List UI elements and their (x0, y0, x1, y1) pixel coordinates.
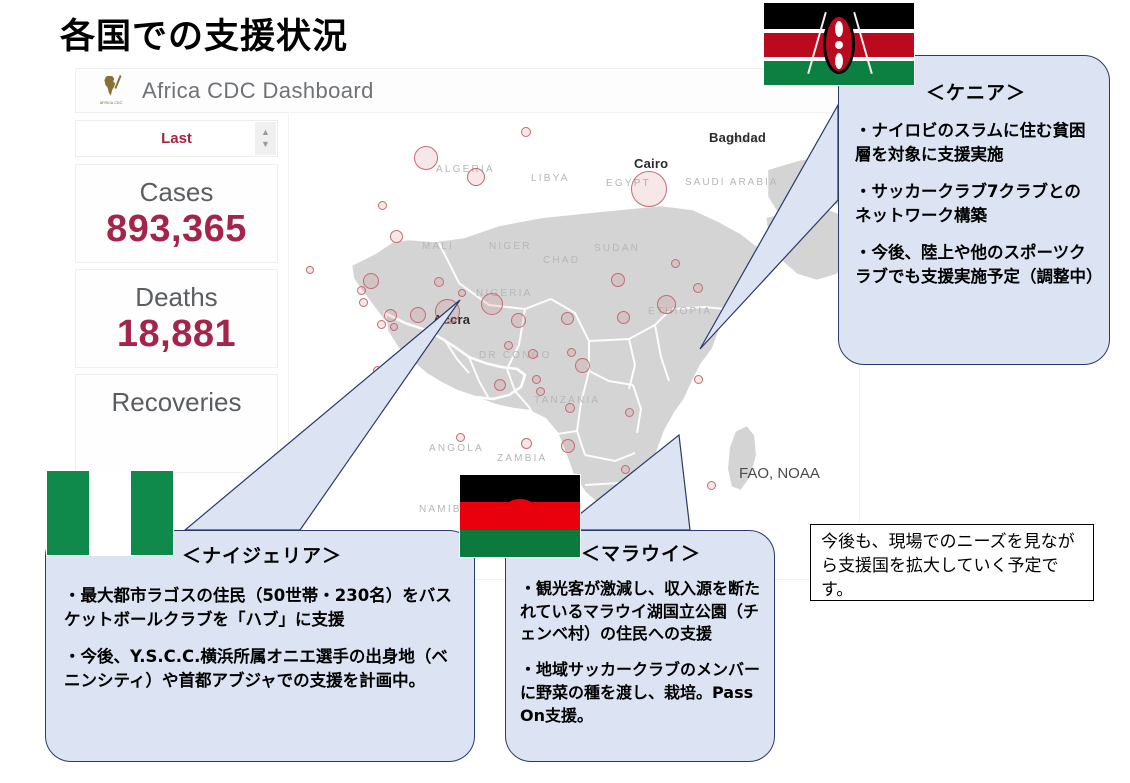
callout-paragraph: ・ナイロビのスラムに住む貧困層を対象に支援実施 (855, 121, 1086, 164)
stat-label: Cases (139, 177, 214, 207)
map-bubble[interactable] (494, 379, 506, 391)
map-bubble[interactable] (377, 320, 386, 329)
map-bubble[interactable] (467, 168, 485, 186)
map-bubble[interactable] (567, 348, 576, 357)
map-bubble[interactable] (657, 295, 676, 314)
map-bubble[interactable] (458, 289, 466, 297)
map-bubble[interactable] (532, 375, 541, 384)
map-bubble[interactable] (521, 438, 532, 449)
callout-paragraph: ・最大都市ラゴスの住民（50世帯・230名）をバスケットボールクラブを「ハブ」に… (64, 586, 452, 629)
callout-paragraph: ・今後、陸上や他のスポーツクラブでも支援実施予定（調整中） (855, 242, 1103, 286)
map-bubble[interactable] (363, 273, 379, 289)
map-attribution: FAO, NOAA (739, 465, 820, 482)
callout-kenya: ＜ケニア＞ ・ナイロビのスラムに住む貧困層を対象に支援実施 ・サッカークラブ7ク… (838, 55, 1110, 365)
callout-paragraph: ・今後、Y.S.C.C.横浜所属オニエ選手の出身地（ベニンシティ）や首都アブジャ… (64, 646, 448, 690)
chevron-down-icon[interactable]: ▼ (261, 139, 270, 149)
map-bubble[interactable] (575, 358, 590, 373)
map-bubble[interactable] (373, 366, 382, 375)
africa-cdc-dashboard: AFRICA CDC Africa CDC Dashboard Last ▲ ▼… (75, 68, 860, 580)
map-bubble[interactable] (306, 266, 314, 274)
dashboard-header: AFRICA CDC Africa CDC Dashboard (75, 68, 860, 113)
stat-card-recoveries: Recoveries (75, 374, 278, 473)
chevron-up-icon[interactable]: ▲ (261, 127, 270, 137)
map-bubble[interactable] (435, 299, 460, 324)
map-bubble[interactable] (638, 478, 655, 495)
map-bubble[interactable] (631, 171, 667, 207)
map-bubble[interactable] (481, 293, 503, 315)
period-select-spinner[interactable]: ▲ ▼ (255, 122, 276, 155)
map-bubble[interactable] (625, 408, 634, 417)
callout-paragraph: ・地域サッカークラブのメンバーに野菜の種を渡し、栽培。Pass On支援。 (520, 660, 761, 725)
map-bubble[interactable] (536, 387, 545, 396)
callout-title-malawi: ＜マラウイ＞ (580, 543, 701, 565)
stat-value: 18,881 (116, 313, 237, 355)
callout-paragraph: ・サッカークラブ7クラブとのネットワーク構築 (855, 181, 1081, 225)
map-bubble[interactable] (521, 127, 531, 137)
map-bubble[interactable] (359, 298, 368, 307)
map-bubble[interactable] (694, 375, 703, 384)
callout-malawi: ＜マラウイ＞ ・観光客が激減し、収入源を断たれているマラウイ湖国立公園（チェンベ… (505, 530, 775, 762)
callout-body-nigeria: ・最大都市ラゴスの住民（50世帯・230名）をバスケットボールクラブを「ハブ」に… (64, 584, 460, 693)
map-bubble[interactable] (671, 259, 680, 268)
dashboard-title: Africa CDC Dashboard (142, 77, 374, 103)
malawi-flag-icon (459, 474, 581, 558)
stat-label: Recoveries (111, 387, 242, 417)
map-bubble[interactable] (410, 307, 426, 323)
map-bubble[interactable] (384, 309, 397, 322)
stat-card-cases: Cases 893,365 (75, 164, 278, 263)
map-bubble[interactable] (693, 283, 703, 293)
map-bubble[interactable] (561, 312, 574, 325)
stat-card-deaths: Deaths 18,881 (75, 269, 278, 368)
map-bubble[interactable] (617, 311, 630, 324)
map-bubble[interactable] (504, 341, 513, 350)
map-bubble[interactable] (561, 439, 575, 453)
map-bubble[interactable] (378, 201, 387, 210)
callout-body-malawi: ・観光客が激減し、収入源を断たれているマラウイ湖国立公園（チェンベ村）の住民への… (520, 578, 762, 727)
page-title: 各国での支援状況 (60, 17, 349, 57)
map-bubble[interactable] (414, 146, 438, 170)
period-select[interactable]: Last ▲ ▼ (75, 120, 278, 157)
map-bubble[interactable] (707, 481, 716, 490)
stat-label: Deaths (135, 282, 218, 312)
map-bubble[interactable] (390, 323, 398, 331)
map-bubble[interactable] (528, 349, 538, 359)
map-bubble[interactable] (456, 433, 465, 442)
stat-value: 893,365 (106, 208, 247, 250)
callout-paragraph: ・観光客が激減し、収入源を断たれているマラウイ湖国立公園（チェンベ村）の住民への… (520, 579, 761, 644)
map-bubble[interactable] (511, 313, 526, 328)
callout-body-kenya: ・ナイロビのスラムに住む貧困層を対象に支援実施 ・サッカークラブ7クラブとのネッ… (855, 119, 1103, 289)
map-bubble[interactable] (357, 286, 366, 295)
closing-note-box: 今後も、現場でのニーズを見ながら支援国を拡大していく予定です。 (810, 524, 1094, 601)
map-bubble[interactable] (434, 277, 444, 287)
map-bubble[interactable] (611, 273, 625, 287)
kenya-flag-icon (763, 2, 915, 86)
closing-note-text: 今後も、現場でのニーズを見ながら支援国を拡大していく予定です。 (821, 532, 1075, 600)
callout-nigeria: ＜ナイジェリア＞ ・最大都市ラゴスの住民（50世帯・230名）をバスケットボール… (45, 530, 475, 762)
logo-caption: AFRICA CDC (99, 100, 123, 105)
map-bubble[interactable] (565, 403, 575, 413)
period-select-value: Last (161, 130, 192, 147)
callout-title-kenya: ＜ケニア＞ (925, 82, 1026, 104)
map-bubble[interactable] (390, 230, 403, 243)
map-bubble[interactable] (621, 465, 630, 474)
africa-cdc-logo-icon: AFRICA CDC (92, 74, 130, 106)
callout-title-nigeria: ＜ナイジェリア＞ (181, 545, 342, 567)
nigeria-flag-icon (46, 470, 174, 556)
